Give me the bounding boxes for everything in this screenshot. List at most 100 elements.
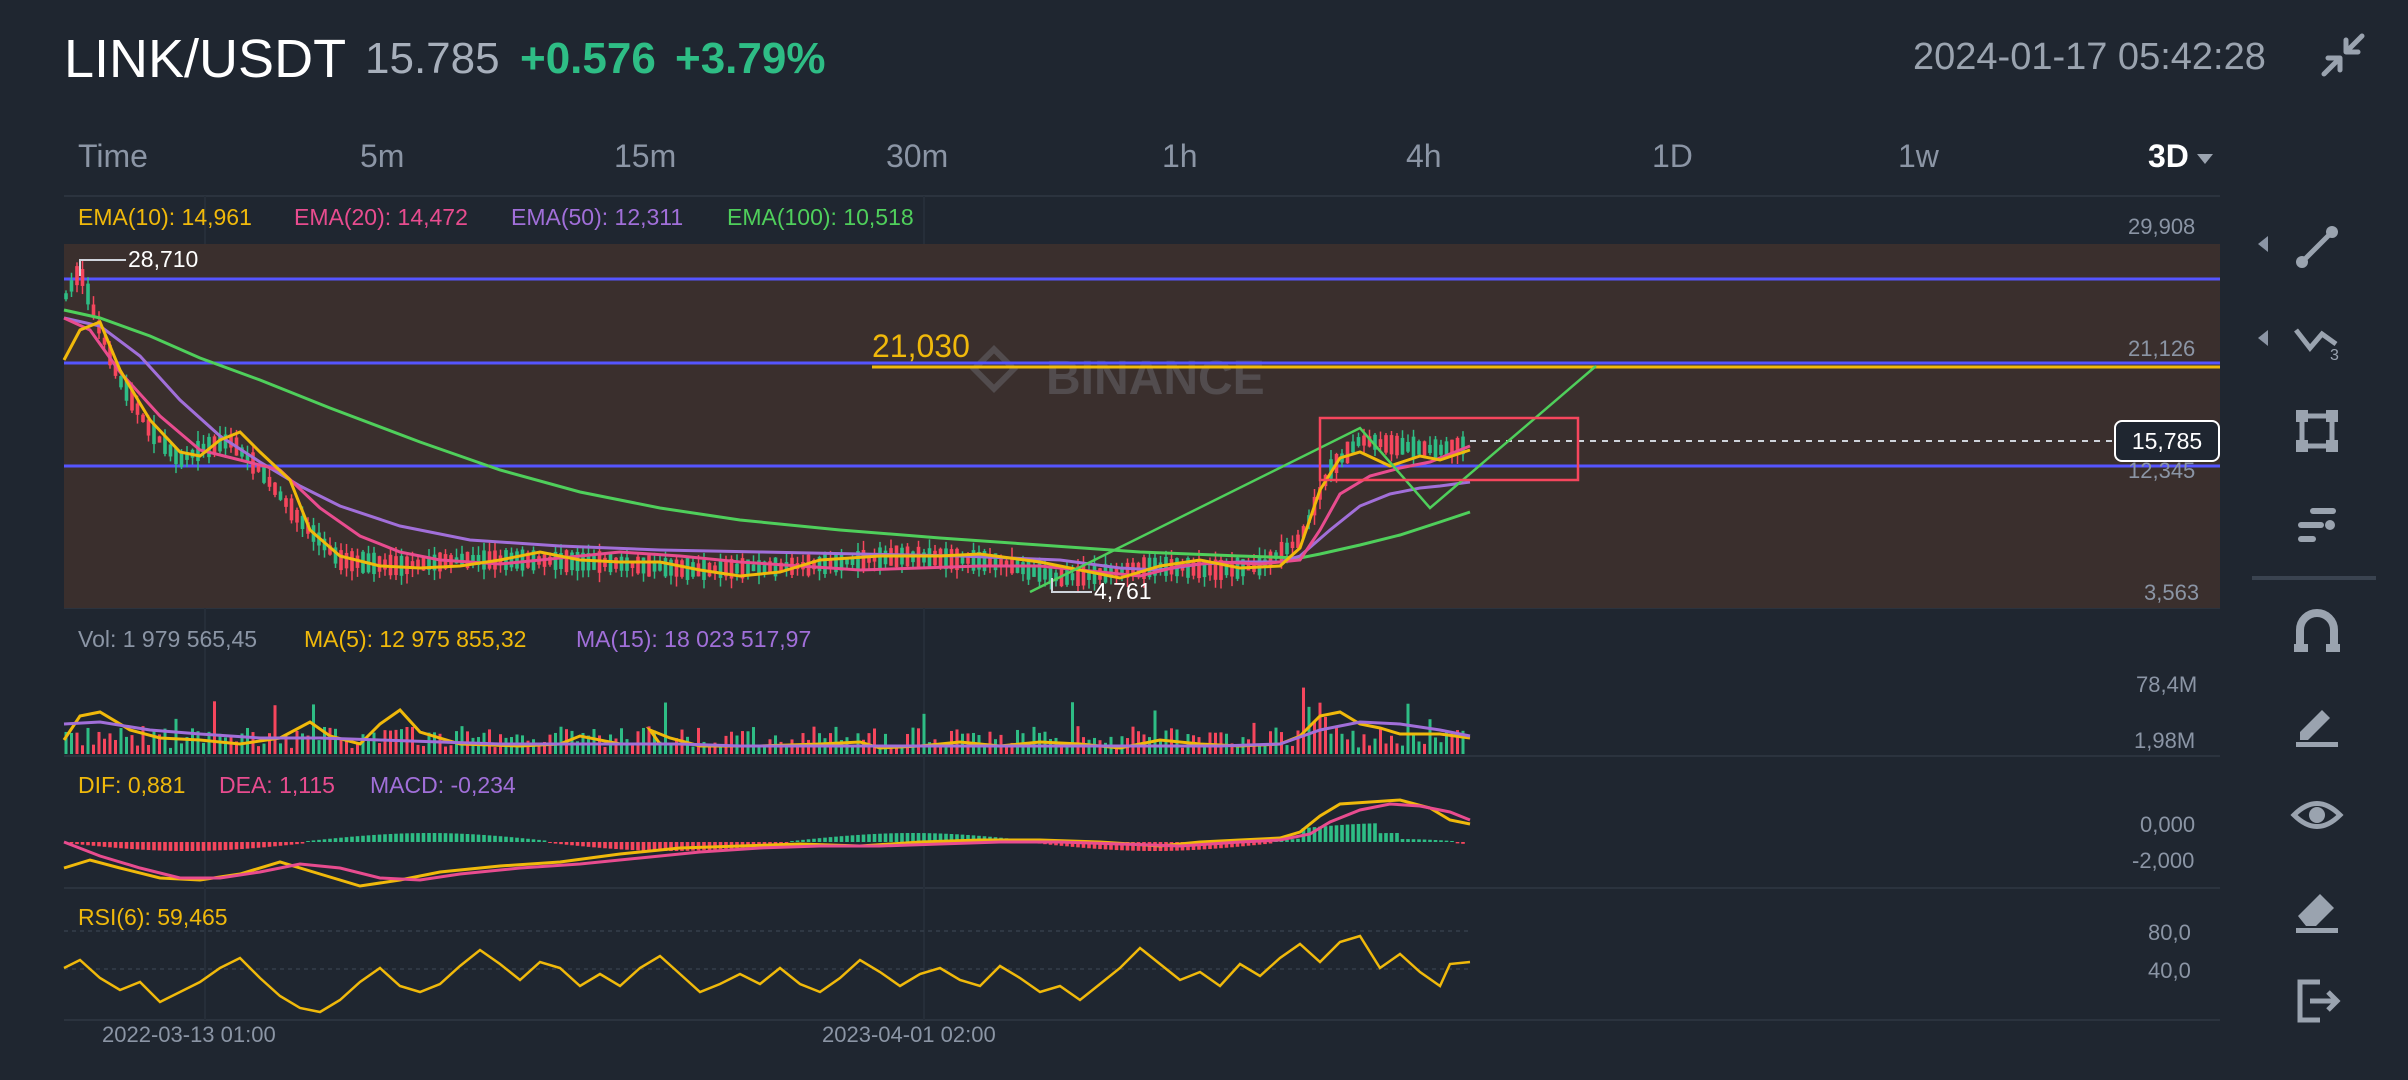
- macd-bar: [267, 842, 272, 847]
- candle-body: [344, 552, 349, 569]
- multi-line-icon: 3: [2294, 328, 2339, 364]
- collapse-fullscreen-button[interactable]: [2318, 30, 2368, 80]
- macd-bar: [927, 833, 932, 842]
- trading-pair[interactable]: LINK/USDT: [64, 29, 347, 89]
- candle-body: [509, 552, 514, 568]
- tab-30m[interactable]: 30m: [886, 138, 949, 174]
- macd-bar: [867, 834, 871, 842]
- candle-body: [878, 547, 882, 569]
- vol-legend: Vol: 1 979 565,45: [78, 626, 258, 652]
- macd-bar: [1450, 840, 1454, 842]
- macd-bar: [619, 842, 624, 850]
- volume-bar: [713, 742, 717, 754]
- candle-body: [1384, 435, 1388, 453]
- candle-body: [982, 551, 987, 572]
- volume-bar: [878, 746, 882, 754]
- volume-bar: [576, 741, 579, 754]
- volume-bar: [763, 746, 766, 754]
- candle-body: [647, 555, 651, 577]
- tab-1h[interactable]: 1h: [1162, 138, 1198, 174]
- candle-body: [1450, 439, 1454, 456]
- volume-bar: [70, 732, 73, 754]
- vol-ma15-legend: MA(15): 18 023 517,97: [576, 626, 812, 652]
- candle-body: [278, 491, 283, 500]
- macd-bar: [339, 837, 343, 842]
- candle-body: [1389, 435, 1394, 455]
- highlight-rectangle[interactable]: [1318, 416, 1580, 482]
- candle-body: [482, 550, 486, 570]
- macd-bar: [1235, 842, 1240, 847]
- candle-body: [223, 434, 228, 449]
- macd-bar: [1351, 824, 1355, 842]
- expand-caret-icon[interactable]: [2258, 236, 2268, 252]
- candle-body: [548, 556, 552, 565]
- candle-body: [245, 453, 250, 462]
- macd-bar: [883, 833, 888, 842]
- chevron-down-icon: [2196, 153, 2213, 164]
- volume-bar: [1104, 742, 1107, 754]
- trend-drawing[interactable]: [1029, 365, 1597, 594]
- volume-bar: [1131, 726, 1135, 754]
- volume-bar: [702, 741, 706, 754]
- multi-line-tool[interactable]: 3: [2290, 314, 2344, 368]
- candle-body: [1417, 441, 1421, 455]
- macd-bar: [1081, 842, 1086, 848]
- candle-body: [432, 554, 437, 571]
- volume-bar: [1428, 719, 1432, 754]
- trend-line-tool[interactable]: [2290, 220, 2344, 274]
- tab-time[interactable]: Time: [78, 138, 148, 174]
- watermark-text: BINANCE: [1046, 352, 1265, 405]
- macd-bar: [1224, 842, 1229, 848]
- macd-bar: [960, 834, 965, 842]
- volume-bar: [64, 731, 68, 754]
- volume-bar: [301, 733, 304, 754]
- current-price-badge[interactable]: 15,785: [2114, 420, 2220, 462]
- volume-bar: [224, 737, 227, 754]
- macd-bar: [278, 842, 283, 846]
- magnet-tool[interactable]: [2290, 604, 2344, 658]
- price-change-percent: +3.79%: [675, 34, 826, 83]
- volume-bar: [895, 747, 898, 754]
- macd-bar: [333, 838, 338, 842]
- candle-body: [1296, 534, 1300, 548]
- collapse-icon: [2321, 33, 2365, 77]
- volume-bar: [708, 746, 711, 754]
- macd-bar: [416, 833, 420, 842]
- volume-bar: [526, 740, 530, 754]
- candle-body: [410, 561, 415, 569]
- candle-body: [108, 344, 112, 366]
- macd-bar: [1213, 842, 1218, 849]
- rectangle-tool[interactable]: [2290, 404, 2344, 458]
- candle-body: [1213, 559, 1218, 580]
- macd-bar: [229, 842, 233, 850]
- tab-5m[interactable]: 5m: [360, 138, 405, 174]
- tab-1d[interactable]: 1D: [1652, 138, 1693, 174]
- y-label-bottom: 3,563: [2144, 580, 2200, 605]
- macd-bar: [531, 839, 536, 842]
- expand-caret-icon[interactable]: [2258, 330, 2268, 346]
- candle-body: [1186, 557, 1190, 578]
- volume-bar: [1406, 703, 1410, 754]
- macd-bar: [652, 842, 657, 851]
- fib-tool[interactable]: [2290, 498, 2344, 552]
- macd-bar: [201, 842, 206, 851]
- volume-bar: [625, 739, 629, 754]
- visibility-tool[interactable]: [2290, 788, 2344, 842]
- eraser-tool[interactable]: [2290, 882, 2344, 936]
- tab-4h[interactable]: 4h: [1406, 138, 1442, 174]
- ema20-legend: EMA(20): 14,472: [294, 204, 468, 230]
- pencil-tool[interactable]: [2290, 696, 2344, 750]
- tab-15m[interactable]: 15m: [614, 138, 677, 174]
- exit-icon: [2297, 979, 2341, 1023]
- macd-bar: [1092, 842, 1097, 849]
- tab-1w[interactable]: 1w: [1898, 138, 1939, 174]
- volume-bar: [213, 701, 216, 754]
- exit-tool[interactable]: [2290, 974, 2344, 1028]
- candle-body: [839, 552, 844, 571]
- macd-bar: [1356, 823, 1361, 842]
- macd-bar: [130, 842, 134, 850]
- tab-3d[interactable]: 3D: [2148, 138, 2213, 175]
- candle-body: [823, 552, 827, 575]
- volume-bar: [1164, 730, 1168, 754]
